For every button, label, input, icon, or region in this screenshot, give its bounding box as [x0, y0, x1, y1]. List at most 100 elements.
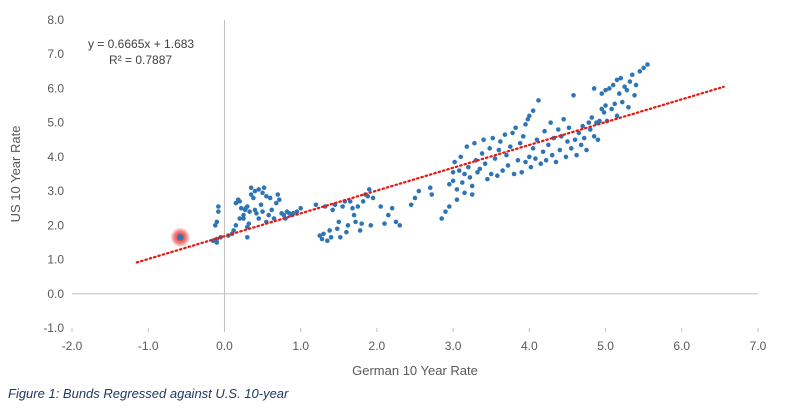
data-point [269, 207, 275, 213]
data-point [273, 200, 279, 206]
data-point [439, 216, 444, 221]
data-point [530, 146, 536, 151]
data-point [479, 151, 485, 156]
data-point [452, 159, 457, 165]
data-point [382, 221, 387, 226]
data-point [609, 106, 614, 112]
data-point [553, 159, 559, 165]
y-tick-label: 7.0 [47, 47, 64, 61]
data-point [588, 127, 593, 132]
data-point [591, 134, 597, 139]
data-point [599, 91, 605, 96]
data-point [633, 82, 639, 88]
data-point [618, 75, 624, 81]
data-point [450, 169, 456, 175]
data-point [546, 142, 551, 148]
data-point [469, 183, 475, 189]
data-point [368, 223, 374, 228]
data-point [281, 212, 287, 218]
data-point [247, 209, 252, 214]
y-tick-label: -1.0 [43, 321, 64, 335]
regression-equation: y = 0.6665x + 1.683 [88, 37, 194, 51]
y-tick-label: 0.0 [47, 287, 64, 301]
data-point [469, 192, 475, 197]
data-point [496, 147, 502, 153]
data-point [507, 144, 513, 149]
data-point [472, 140, 477, 146]
data-point [626, 104, 631, 110]
data-point [488, 171, 494, 177]
data-point [336, 219, 342, 225]
data-point [612, 101, 618, 107]
data-point [487, 146, 492, 151]
data-point [340, 204, 345, 209]
data-point [328, 235, 334, 240]
data-point [548, 120, 553, 125]
data-point [572, 137, 578, 143]
data-point [467, 175, 473, 180]
data-point [350, 205, 355, 211]
data-point [482, 161, 488, 167]
data-point [334, 226, 340, 232]
data-point [603, 87, 608, 93]
data-point [277, 197, 282, 202]
data-point [568, 146, 574, 151]
data-point [517, 140, 523, 146]
data-point [260, 190, 265, 196]
data-point [251, 195, 256, 201]
data-point [571, 92, 576, 98]
data-point [216, 204, 221, 209]
x-tick-label: 7.0 [750, 339, 767, 353]
data-point [397, 223, 403, 228]
data-point [412, 195, 418, 201]
data-point [233, 223, 239, 228]
data-point [290, 211, 296, 216]
x-tick-label: 2.0 [369, 339, 386, 353]
y-tick-label: 4.0 [47, 150, 64, 164]
data-point [627, 79, 633, 84]
data-point [511, 171, 517, 177]
scatter-plot: -2.0 -1.0 0.0 1.0 2.0 3.0 4.0 5.0 6.0 7.0 -1.0 0.0 1… [8, 13, 767, 378]
data-point [245, 204, 250, 209]
data-point [597, 118, 602, 124]
data-point [319, 236, 325, 242]
data-point [580, 123, 585, 129]
data-point [576, 130, 582, 136]
data-point [321, 231, 326, 237]
data-point [338, 235, 343, 240]
data-point [386, 212, 391, 218]
data-point [530, 108, 536, 113]
data-point [214, 219, 220, 225]
data-point [502, 132, 508, 137]
data-point [264, 193, 269, 199]
data-point [607, 86, 612, 91]
data-point [427, 185, 433, 190]
data-point [237, 216, 242, 221]
data-point [561, 116, 566, 122]
data-point [344, 229, 349, 235]
data-point [214, 240, 220, 245]
x-tick-label: -1.0 [138, 339, 159, 353]
data-point [242, 207, 248, 213]
data-point [454, 187, 460, 192]
x-tick-label: 1.0 [292, 339, 309, 353]
data-point [477, 166, 483, 172]
data-point [520, 134, 526, 139]
data-point [248, 185, 254, 190]
data-point [447, 204, 452, 209]
data-point [574, 152, 579, 158]
data-point [498, 139, 503, 144]
data-point [252, 207, 258, 213]
data-point [267, 195, 273, 201]
data-point [629, 72, 635, 78]
data-point [641, 65, 646, 71]
data-point [459, 180, 465, 185]
data-point [216, 209, 221, 214]
data-point [353, 219, 358, 225]
data-point [581, 135, 587, 141]
data-point [504, 152, 509, 158]
data-point [245, 235, 250, 240]
y-tick-label: 6.0 [47, 81, 64, 95]
data-point [492, 156, 498, 161]
data-point [466, 164, 471, 170]
